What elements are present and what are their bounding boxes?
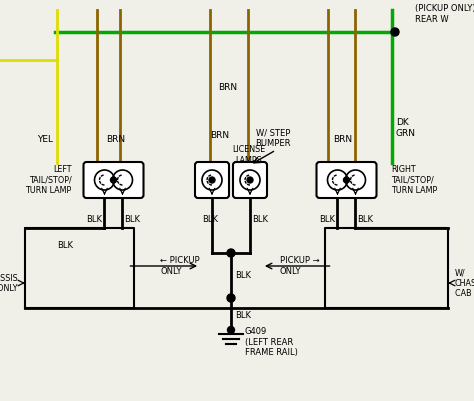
Circle shape — [110, 177, 117, 183]
Text: BLK: BLK — [86, 215, 102, 225]
FancyBboxPatch shape — [83, 162, 144, 198]
Text: W/ STEP
BUMPER: W/ STEP BUMPER — [255, 128, 291, 148]
FancyBboxPatch shape — [233, 162, 267, 198]
Text: BRN: BRN — [219, 83, 237, 93]
Text: BRN: BRN — [107, 136, 126, 144]
Text: RIGHT
TAIL/STOP/
TURN LAMP: RIGHT TAIL/STOP/ TURN LAMP — [392, 165, 438, 195]
Circle shape — [227, 294, 235, 302]
Text: BRN: BRN — [333, 136, 352, 144]
Text: BLK: BLK — [125, 215, 140, 225]
Circle shape — [344, 177, 349, 183]
Text: YEL: YEL — [37, 136, 53, 144]
Text: ← PICKUP
ONLY: ← PICKUP ONLY — [161, 256, 200, 276]
Text: G409
(LEFT REAR
FRAME RAIL): G409 (LEFT REAR FRAME RAIL) — [245, 327, 298, 357]
Text: (PICKUP ONLY)
REAR W: (PICKUP ONLY) REAR W — [415, 4, 474, 24]
FancyBboxPatch shape — [195, 162, 229, 198]
Text: PICKUP →
ONLY: PICKUP → ONLY — [280, 256, 319, 276]
Circle shape — [247, 177, 253, 183]
Text: LICENSE
LAMPS: LICENSE LAMPS — [232, 145, 265, 165]
Text: BRN: BRN — [210, 130, 229, 140]
Text: BLK: BLK — [202, 215, 218, 225]
FancyBboxPatch shape — [317, 162, 376, 198]
Text: BLK: BLK — [235, 312, 251, 320]
Text: LEFT
TAIL/STOP/
TURN LAMP: LEFT TAIL/STOP/ TURN LAMP — [25, 165, 72, 195]
Text: W/ CHASSIS
CAB ONLY: W/ CHASSIS CAB ONLY — [0, 273, 18, 293]
Circle shape — [227, 249, 235, 257]
Text: DK
GRN: DK GRN — [396, 118, 416, 138]
Circle shape — [228, 326, 235, 334]
Text: BLK: BLK — [252, 215, 268, 225]
Text: BLK: BLK — [57, 241, 73, 251]
Text: BLK: BLK — [235, 271, 251, 280]
Circle shape — [209, 177, 215, 183]
Text: BLK: BLK — [319, 215, 336, 225]
Text: W/
CHASSIS
CAB ONLY: W/ CHASSIS CAB ONLY — [455, 268, 474, 298]
Circle shape — [391, 28, 399, 36]
Text: BLK: BLK — [357, 215, 374, 225]
